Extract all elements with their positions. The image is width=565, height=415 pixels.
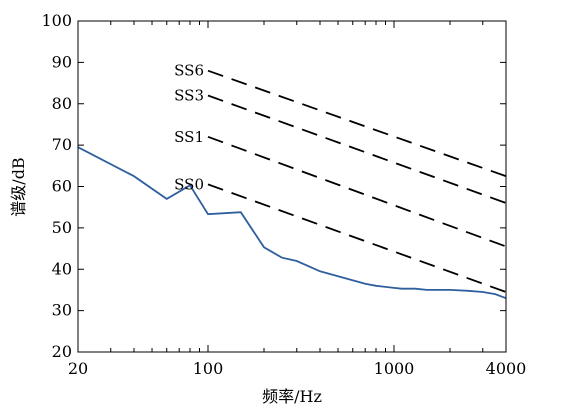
x-tick-label: 100 [193,359,224,378]
series-label-ss3: SS3 [174,86,204,104]
series-label-ss6: SS6 [174,62,204,80]
series-line-ss1 [207,135,507,248]
x-tick-label: 1000 [374,359,415,378]
series-label-ss1: SS1 [174,128,204,146]
y-tick-label: 100 [41,11,72,30]
series-line-ss6 [207,69,507,178]
y-tick-label: 50 [52,218,72,237]
axis-ticks: 20 30 40 50 60 70 80 90 100 20 100 1000 4000 [41,11,526,378]
x-tick-label: 4000 [486,359,527,378]
plot-area: SS6 SS3 SS1 SS0 [77,62,507,300]
series-line-measured [77,146,507,300]
series-line-ss3 [207,94,507,204]
y-tick-label: 40 [52,259,72,278]
y-tick-label: 70 [52,135,72,154]
x-tick-label: 20 [68,359,88,378]
x-axis-title: 频率/Hz [262,387,322,406]
y-axis-title: 谱级/dB [9,157,28,216]
y-tick-label: 20 [52,342,72,361]
series-line-ss0 [207,183,507,293]
y-tick-label: 90 [52,52,72,71]
series-label-ss0: SS0 [174,175,204,193]
plot-frame [77,20,507,353]
y-tick-label: 80 [52,94,72,113]
y-tick-label: 60 [52,177,72,196]
y-tick-label: 30 [52,301,72,320]
